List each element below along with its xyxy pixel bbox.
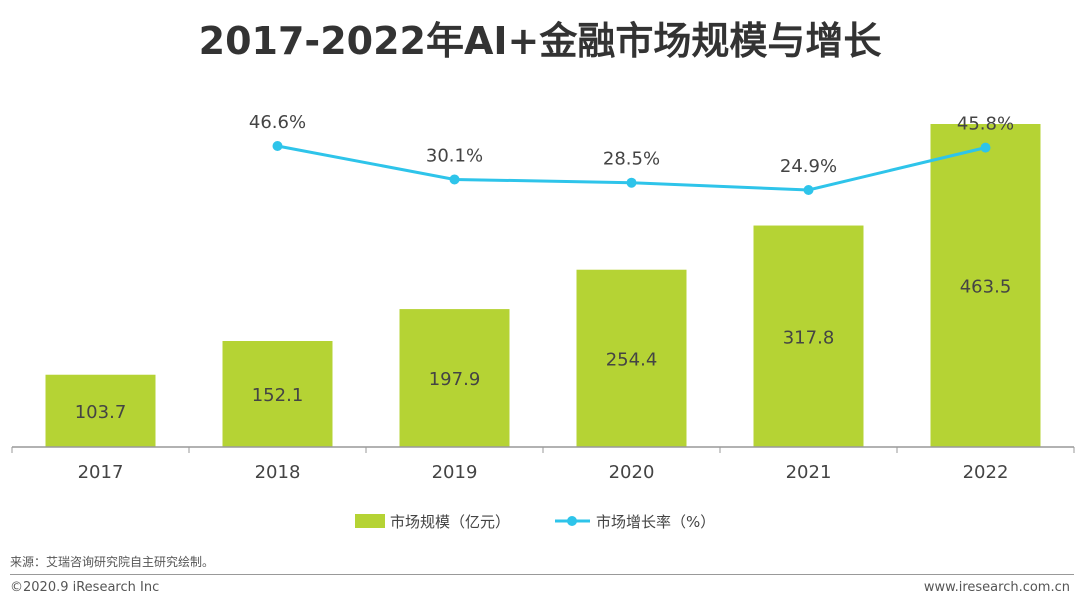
source-note: 来源：艾瑞咨询研究院自主研究绘制。 (10, 555, 215, 569)
line-point-2022 (980, 142, 991, 153)
legend-line-label: 市场增长率（%） (596, 513, 715, 531)
x-label-2020: 2020 (609, 462, 655, 483)
website: www.iresearch.com.cn (923, 580, 1070, 595)
bar-value-labels: 103.7 152.1 197.9 254.4 317.8 463.5 (75, 277, 1012, 423)
x-label-2018: 2018 (255, 462, 301, 483)
line-point-2020 (626, 177, 637, 188)
bar-label-2020: 254.4 (606, 349, 658, 370)
copyright: ©2020.9 iResearch Inc (10, 580, 160, 595)
chart-title: 2017-2022年AI+金融市场规模与增长 (198, 19, 882, 63)
bar-2022 (930, 124, 1041, 447)
bar-2017 (45, 374, 156, 447)
bar-label-2018: 152.1 (252, 385, 304, 406)
line-point-2019 (449, 174, 460, 185)
line-label-2021: 24.9% (780, 156, 837, 177)
bar-label-2017: 103.7 (75, 402, 127, 423)
x-axis-labels: 2017 2018 2019 2020 2021 2022 (78, 462, 1009, 483)
legend: 市场规模（亿元） 市场增长率（%） (355, 513, 715, 531)
bar-series (45, 124, 1041, 447)
line-point-2021 (803, 185, 814, 195)
line-label-2022: 45.8% (957, 114, 1014, 135)
line-value-labels: 46.6% 30.1% 28.5% 24.9% 45.8% (249, 112, 1014, 177)
legend-bar-swatch (355, 514, 385, 528)
x-label-2017: 2017 (78, 462, 124, 483)
x-label-2021: 2021 (786, 462, 832, 483)
legend-bar-label: 市场规模（亿元） (390, 513, 510, 531)
x-label-2019: 2019 (432, 462, 478, 483)
footer-divider (10, 574, 1074, 575)
line-label-2020: 28.5% (603, 149, 660, 170)
line-label-2018: 46.6% (249, 112, 306, 133)
line-series (272, 141, 991, 195)
bar-label-2022: 463.5 (960, 277, 1012, 298)
bar-2021 (753, 225, 864, 447)
x-label-2022: 2022 (963, 462, 1009, 483)
x-axis-ticks (11, 447, 1075, 453)
bar-2018 (222, 341, 333, 447)
bar-label-2021: 317.8 (783, 327, 835, 348)
line-label-2019: 30.1% (426, 145, 483, 166)
line-point-2018 (272, 141, 283, 151)
bar-label-2019: 197.9 (429, 369, 481, 390)
bar-2019 (399, 309, 510, 447)
legend-line-marker (567, 516, 577, 526)
bar-2020 (576, 269, 687, 447)
